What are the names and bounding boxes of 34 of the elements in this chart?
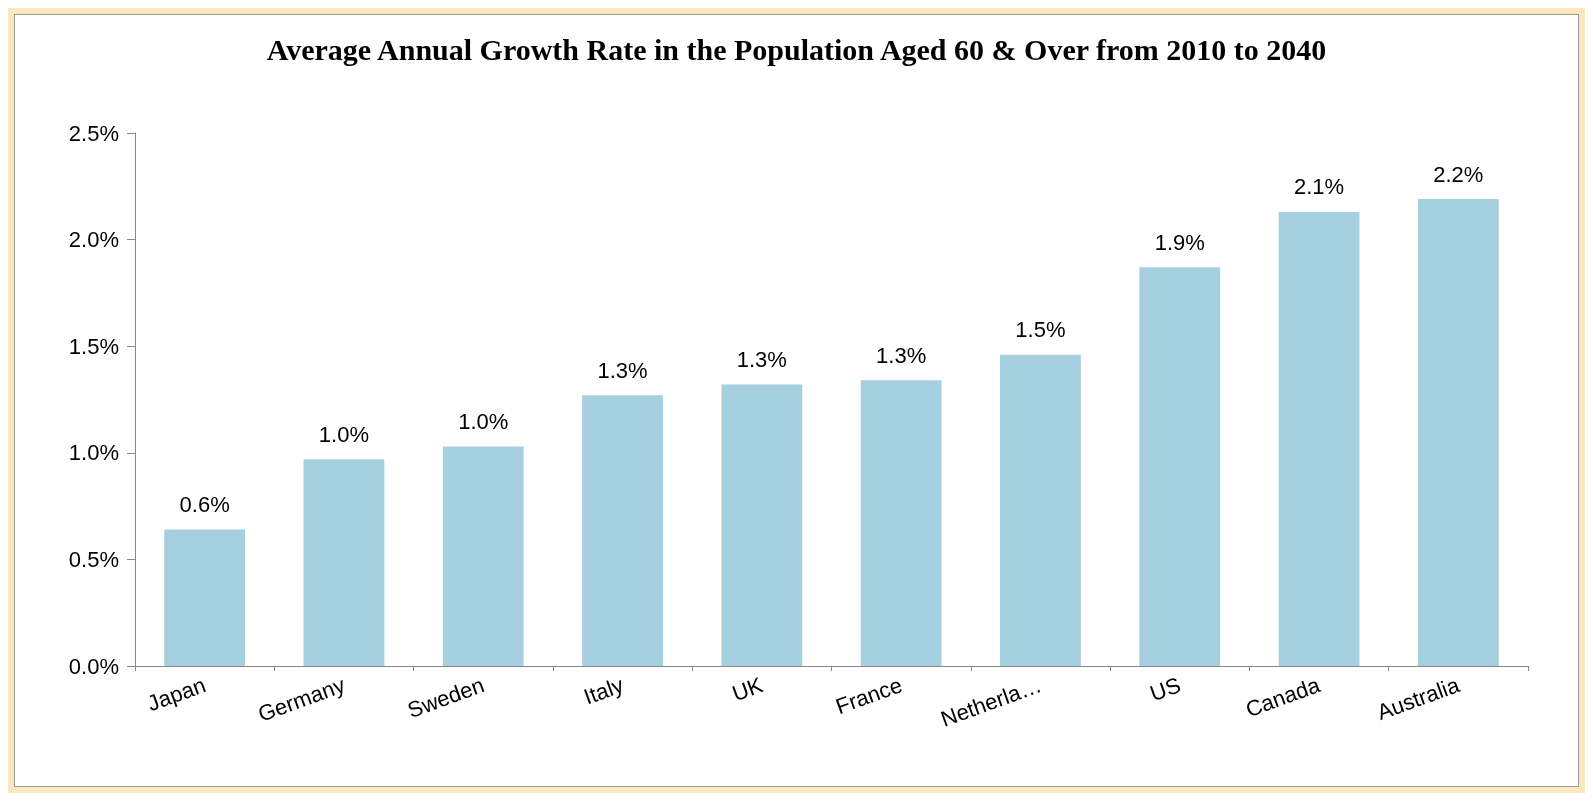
bar — [860, 380, 942, 666]
bar — [1278, 211, 1360, 666]
bar — [442, 446, 524, 666]
x-tick-label: France — [832, 672, 906, 720]
y-tick-label: 2.5% — [68, 120, 119, 146]
bar — [582, 395, 663, 666]
bar — [303, 459, 385, 666]
y-tick-label: 1.5% — [68, 333, 119, 359]
x-tick-label: Sweden — [404, 672, 488, 723]
data-label: 1.0% — [458, 408, 509, 434]
x-tick-label: US — [1146, 672, 1185, 707]
data-label: 1.3% — [597, 357, 648, 383]
bar — [164, 529, 246, 666]
data-label: 1.3% — [736, 347, 787, 373]
data-label: 1.9% — [1154, 229, 1205, 255]
x-tick-label: Canada — [1242, 672, 1325, 723]
y-tick-label: 0.5% — [68, 546, 119, 572]
data-label: 2.1% — [1293, 174, 1345, 200]
bar — [1417, 199, 1499, 666]
y-tick-label: 2.0% — [68, 227, 119, 253]
x-tick-label: Japan — [144, 672, 209, 717]
x-tick-label: UK — [728, 672, 767, 707]
data-label: 2.2% — [1433, 161, 1484, 187]
y-tick-label: 0.0% — [68, 653, 119, 679]
bar — [1000, 354, 1081, 666]
x-tick-label: Italy — [580, 672, 627, 710]
data-label: 1.5% — [1015, 317, 1066, 343]
bar — [1139, 267, 1221, 666]
data-label: 1.3% — [876, 342, 927, 368]
data-label: 0.6% — [179, 492, 230, 518]
data-label: 1.0% — [318, 421, 370, 447]
chart-title: Average Annual Growth Rate in the Population Aged 60 & Over from 2010 to 2040 — [266, 32, 1327, 66]
y-tick-label: 1.0% — [68, 440, 119, 466]
bar — [721, 384, 803, 666]
